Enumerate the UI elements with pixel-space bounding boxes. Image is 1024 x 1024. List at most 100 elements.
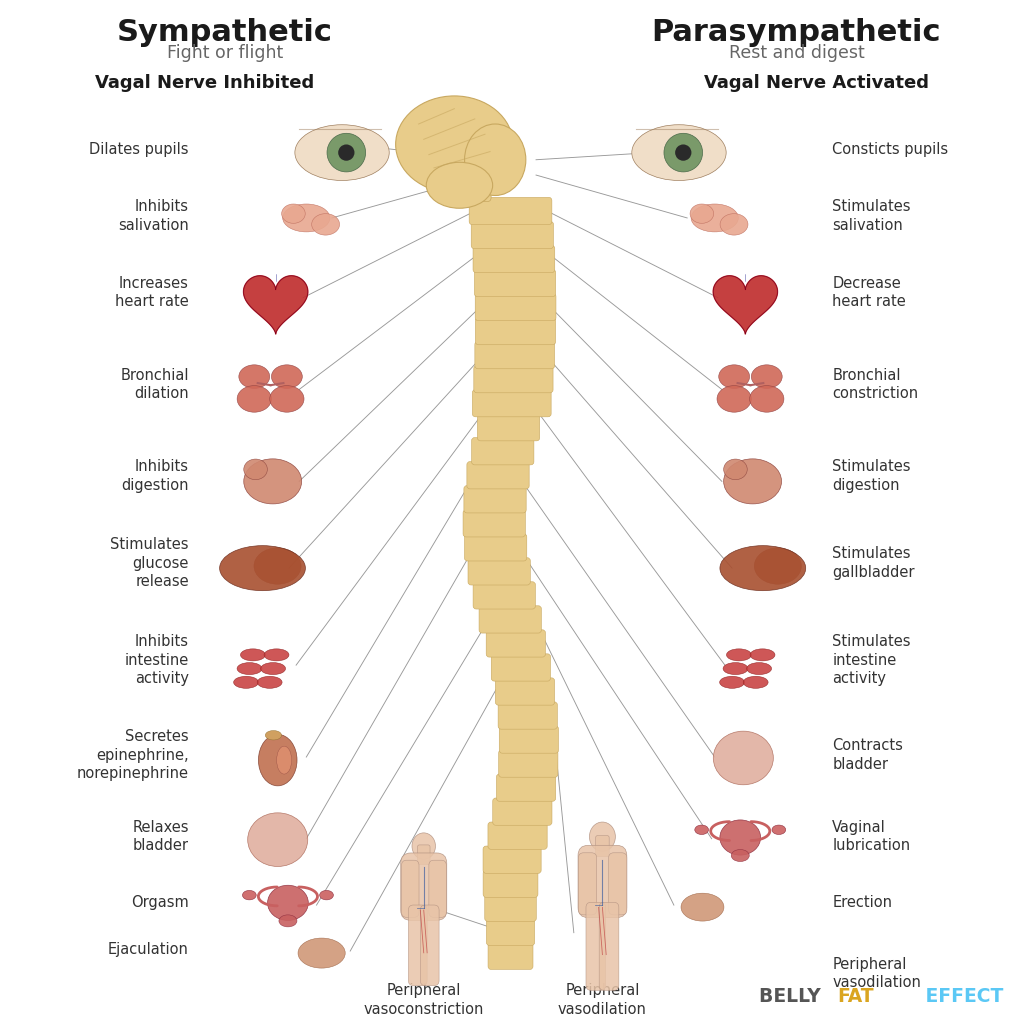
Ellipse shape (244, 459, 302, 504)
FancyBboxPatch shape (475, 294, 556, 321)
FancyBboxPatch shape (500, 726, 558, 754)
Ellipse shape (254, 548, 301, 585)
Text: Stimulates
intestine
activity: Stimulates intestine activity (833, 634, 910, 686)
Ellipse shape (590, 822, 615, 851)
Text: Parasympathetic: Parasympathetic (651, 17, 941, 47)
FancyBboxPatch shape (486, 919, 535, 945)
FancyBboxPatch shape (483, 870, 538, 897)
Text: EFFECT: EFFECT (919, 987, 1004, 1007)
Ellipse shape (675, 144, 691, 161)
Ellipse shape (412, 833, 435, 859)
Ellipse shape (723, 663, 748, 675)
FancyBboxPatch shape (401, 860, 419, 918)
Ellipse shape (261, 663, 286, 675)
Ellipse shape (269, 386, 304, 413)
Text: Stimulates
salivation: Stimulates salivation (833, 199, 910, 232)
FancyBboxPatch shape (469, 198, 552, 224)
Text: Vagal Nerve Activated: Vagal Nerve Activated (705, 74, 930, 92)
Ellipse shape (282, 204, 305, 223)
Ellipse shape (632, 125, 726, 180)
FancyBboxPatch shape (599, 902, 618, 990)
Ellipse shape (271, 365, 302, 388)
FancyBboxPatch shape (472, 389, 551, 417)
Ellipse shape (279, 914, 297, 927)
FancyBboxPatch shape (474, 269, 556, 297)
Ellipse shape (219, 546, 305, 591)
Ellipse shape (724, 459, 781, 504)
Polygon shape (244, 275, 308, 334)
Ellipse shape (319, 891, 334, 900)
FancyBboxPatch shape (499, 750, 558, 777)
Text: Stimulates
digestion: Stimulates digestion (833, 460, 910, 494)
Text: Bronchial
dilation: Bronchial dilation (121, 368, 188, 401)
Text: Orgasm: Orgasm (131, 895, 188, 909)
FancyBboxPatch shape (579, 853, 597, 914)
Ellipse shape (695, 825, 709, 835)
Ellipse shape (717, 386, 752, 413)
FancyBboxPatch shape (586, 902, 605, 990)
FancyBboxPatch shape (492, 654, 551, 681)
Ellipse shape (465, 124, 526, 196)
Ellipse shape (295, 125, 389, 180)
FancyBboxPatch shape (464, 485, 526, 513)
Ellipse shape (750, 386, 784, 413)
FancyBboxPatch shape (493, 798, 552, 825)
FancyBboxPatch shape (475, 317, 556, 345)
FancyBboxPatch shape (473, 582, 536, 609)
Text: Stimulates
gallbladder: Stimulates gallbladder (833, 546, 914, 580)
Ellipse shape (395, 96, 513, 193)
Text: Fight or flight: Fight or flight (167, 44, 283, 61)
Ellipse shape (338, 144, 354, 161)
Text: Sympathetic: Sympathetic (117, 17, 333, 47)
Ellipse shape (327, 133, 366, 172)
Text: Secretes
epinephrine,
norepinephrine: Secretes epinephrine, norepinephrine (77, 729, 188, 781)
Text: Inhibits
salivation: Inhibits salivation (118, 199, 188, 232)
Ellipse shape (239, 365, 269, 388)
Ellipse shape (772, 825, 785, 835)
Text: Peripheral
vasodilation: Peripheral vasodilation (833, 956, 921, 990)
FancyBboxPatch shape (596, 836, 609, 857)
Ellipse shape (752, 365, 782, 388)
Text: Inhibits
digestion: Inhibits digestion (122, 460, 188, 494)
FancyBboxPatch shape (488, 942, 532, 970)
Text: Ejaculation: Ejaculation (108, 941, 188, 956)
Text: Decrease
heart rate: Decrease heart rate (833, 275, 906, 309)
Text: BELLY: BELLY (759, 987, 827, 1007)
FancyBboxPatch shape (467, 462, 529, 488)
Ellipse shape (265, 730, 282, 740)
Ellipse shape (720, 546, 806, 591)
Ellipse shape (298, 938, 345, 968)
FancyBboxPatch shape (483, 846, 541, 873)
FancyBboxPatch shape (465, 534, 526, 561)
Text: Contracts
bladder: Contracts bladder (833, 738, 903, 772)
Ellipse shape (283, 204, 330, 231)
FancyBboxPatch shape (463, 510, 525, 537)
Ellipse shape (238, 386, 271, 413)
FancyBboxPatch shape (475, 341, 555, 369)
FancyBboxPatch shape (474, 366, 553, 393)
Ellipse shape (720, 676, 744, 688)
Text: FAT: FAT (838, 987, 873, 1007)
FancyBboxPatch shape (471, 221, 553, 249)
Ellipse shape (731, 850, 750, 861)
Ellipse shape (746, 663, 771, 675)
FancyBboxPatch shape (496, 678, 555, 706)
FancyBboxPatch shape (477, 414, 540, 441)
Ellipse shape (257, 676, 282, 688)
Text: Vaginal
lubrication: Vaginal lubrication (833, 820, 910, 853)
Ellipse shape (743, 676, 768, 688)
Ellipse shape (243, 891, 256, 900)
FancyBboxPatch shape (484, 894, 537, 922)
FancyBboxPatch shape (486, 630, 546, 657)
FancyBboxPatch shape (472, 437, 534, 465)
Text: Peripheral
vasoconstriction: Peripheral vasoconstriction (364, 983, 484, 1017)
Ellipse shape (276, 746, 292, 774)
Text: Rest and digest: Rest and digest (728, 44, 864, 61)
Text: Dilates pupils: Dilates pupils (89, 142, 188, 157)
Text: Relaxes
bladder: Relaxes bladder (132, 820, 188, 853)
Text: Stimulates
glucose
release: Stimulates glucose release (111, 537, 188, 589)
Ellipse shape (244, 459, 267, 479)
Text: Vagal Nerve Inhibited: Vagal Nerve Inhibited (94, 74, 313, 92)
Ellipse shape (267, 886, 308, 921)
Ellipse shape (664, 133, 702, 172)
